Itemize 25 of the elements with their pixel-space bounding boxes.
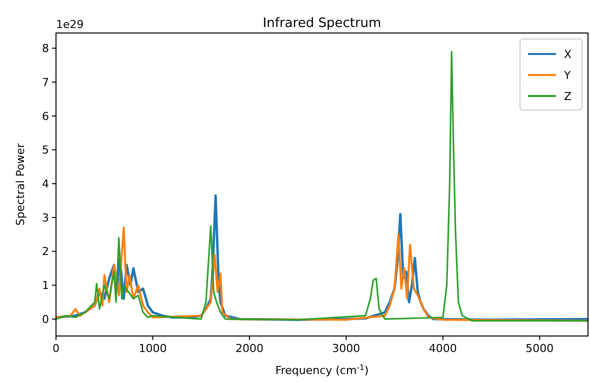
line-series: [56, 50, 588, 322]
y-tick-label: 8: [42, 42, 49, 56]
line-series: [56, 226, 588, 322]
y-axis-title: Spectral Power: [14, 142, 27, 226]
y-tick-label: 0: [42, 312, 49, 326]
legend-label: X: [564, 48, 572, 61]
x-tick-label: 1000: [138, 342, 167, 355]
y-tick-label: 4: [42, 178, 49, 191]
y-tick-label: 2: [42, 245, 49, 258]
y-tick-label: 3: [42, 211, 49, 224]
y-tick-label: 5: [42, 144, 49, 157]
chart-title: Infrared Spectrum: [262, 16, 382, 31]
x-tick-label: 4000: [428, 342, 457, 355]
y-tick-label: 7: [42, 76, 49, 89]
y-tick-label: 6: [42, 110, 49, 123]
text: 1e29: [56, 18, 84, 31]
x-axis-title: Frequency (cm$^{-1}$): [275, 362, 369, 377]
line-series: [56, 194, 588, 321]
x-tick-label: 3000: [332, 342, 360, 355]
x-tick-label: 2000: [235, 342, 264, 355]
x-tick-label: 0: [52, 342, 60, 355]
x-tick-label: 5000: [526, 342, 554, 355]
y-tick-label: 1: [42, 279, 49, 292]
legend-label: Y: [563, 68, 571, 82]
legend-label: Z: [564, 90, 572, 103]
